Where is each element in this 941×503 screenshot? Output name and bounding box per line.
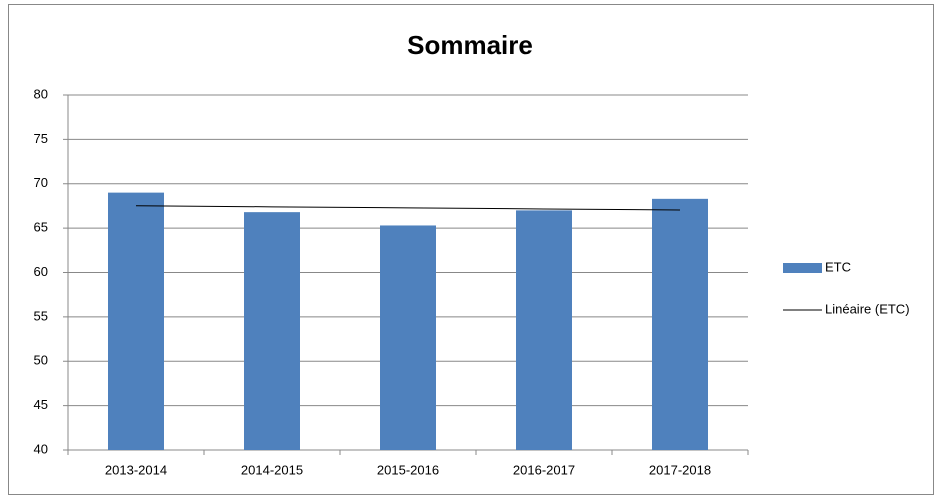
y-tick-label: 50 [34,353,48,368]
chart-title: Sommaire [407,30,533,60]
y-tick-label: 70 [34,175,48,190]
bar [244,212,300,450]
x-tick-label: 2017-2018 [649,462,711,477]
legend-swatch [783,263,822,273]
x-tick-label: 2016-2017 [513,462,575,477]
bar [516,210,572,450]
x-tick-label: 2014-2015 [241,462,303,477]
x-tick-label: 2013-2014 [105,462,167,477]
y-tick-label: 65 [34,220,48,235]
legend-label: Linéaire (ETC) [825,301,910,316]
y-tick-label: 45 [34,397,48,412]
y-tick-label: 75 [34,131,48,146]
bar [108,192,164,450]
y-tick-label: 55 [34,308,48,323]
trend-line [135,205,681,211]
bar [652,198,708,450]
y-tick-label: 40 [34,441,48,456]
bar [380,225,436,450]
y-tick-label: 80 [34,86,48,101]
legend-label: ETC [825,259,851,274]
y-tick-label: 60 [34,264,48,279]
x-tick-label: 2015-2016 [377,462,439,477]
